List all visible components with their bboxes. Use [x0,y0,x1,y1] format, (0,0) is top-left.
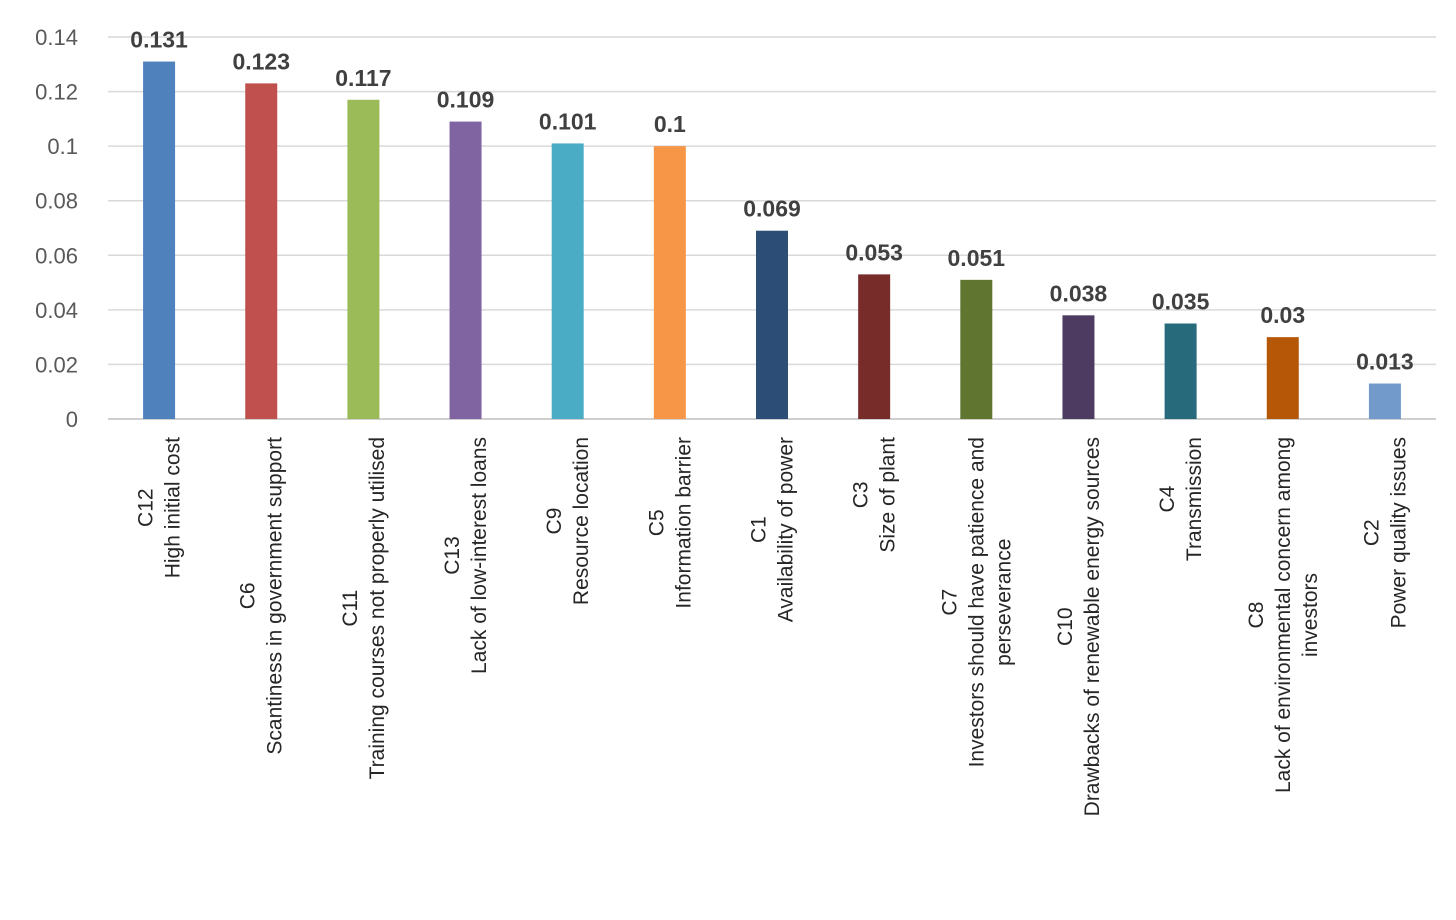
bar-c9 [551,143,584,419]
bar-c7 [960,279,993,419]
y-tick-label: 0.02 [35,352,78,377]
category-label-line: C4 [1156,485,1179,512]
y-tick-label: 0.08 [35,189,78,214]
y-tick-label: 0.04 [35,298,78,323]
category-label-line: C13 [441,536,464,575]
category-label-line: Power quality issues [1387,437,1410,628]
bar-c8 [1266,337,1299,419]
category-label-c5: C5 Information barrier [645,437,695,609]
category-label-line: C3 [850,481,873,508]
category-label-line: C6 [237,582,260,609]
category-label-c1: C1 Availability of power [748,437,798,622]
y-tick-label: 0.1 [47,134,78,159]
bar-c2 [1368,383,1401,419]
category-label-c4: C4 Transmission [1156,437,1206,561]
category-label-line: C5 [645,509,668,536]
data-label-c4: 0.035 [1152,289,1210,315]
y-tick-label: 0.06 [35,243,78,268]
data-label-c1: 0.069 [743,196,801,222]
category-label-line: C7 [938,589,961,616]
category-label-line: investors [1299,573,1322,657]
bar-c5 [653,146,686,419]
category-label-c10: C10 Drawbacks of renewable energy sources [1054,437,1104,816]
bar-c6 [245,83,278,419]
category-label-line: Scantiness in government support [264,437,287,755]
category-label-line: Size of plant [877,437,900,553]
category-label-line: C1 [748,516,771,543]
bar-c4 [1164,323,1197,419]
category-label-line: Lack of environmental concern among [1272,437,1295,793]
category-label-line: Availability of power [775,437,798,622]
category-label-c11: C11 Training courses not properly utilise… [339,437,389,779]
category-label-line: C10 [1054,607,1077,646]
data-label-c3: 0.053 [845,239,903,265]
data-label-c13: 0.109 [437,87,495,113]
bar-c3 [858,274,891,419]
data-label-c7: 0.051 [948,245,1006,271]
bar-c13 [449,121,482,419]
y-tick-label: 0.14 [35,25,78,50]
category-label-line: Transmission [1183,437,1206,561]
category-label-c3: C3 Size of plant [850,437,900,553]
data-labels: 0.131 0.123 0.117 0.109 0.101 0.1 0.069 0.053 0.… [130,27,1413,375]
bar-c11 [347,99,380,419]
data-label-c10: 0.038 [1050,280,1108,306]
category-label-c9: C9 Resource location [543,437,593,605]
category-label-c6: C6 Scantiness in government support [237,437,287,755]
bars [143,61,1401,420]
category-label-line: High initial cost [162,437,185,578]
category-label-line: Information barrier [672,437,695,609]
y-tick-label: 0.12 [35,80,78,105]
category-label-line: C12 [135,488,158,527]
category-label-line: perseverance [992,539,1015,666]
data-label-c12: 0.131 [130,27,188,53]
category-label-line: Resource location [570,437,593,605]
category-label-c12: C12 High initial cost [135,437,185,578]
data-label-c11: 0.117 [335,65,391,91]
data-label-c6: 0.123 [232,48,290,74]
category-labels: C12 High initial cost C6 Scantiness in gove… [135,437,1411,816]
category-label-line: Training courses not properly utilised [366,437,389,779]
category-label-line: C11 [339,590,362,627]
category-label-line: C2 [1360,519,1383,546]
y-axis-ticks: 0 0.02 0.04 0.06 0.08 0.1 0.12 0.14 [35,25,78,432]
category-label-line: Lack of low-interest loans [468,437,491,674]
category-label-c7: C7 Investors should have patience and pers… [938,437,1015,767]
category-label-line: C8 [1245,602,1268,629]
bar-c1 [756,230,788,419]
category-label-c2: C2 Power quality issues [1360,437,1410,628]
y-tick-label: 0 [66,407,78,432]
bar-c10 [1062,315,1095,419]
data-label-c9: 0.101 [539,108,597,134]
category-label-line: Investors should have patience and [965,437,988,767]
category-label-c13: C13 Lack of low-interest loans [441,437,491,674]
category-label-line: Drawbacks of renewable energy sources [1081,437,1104,816]
data-label-c2: 0.013 [1356,349,1414,375]
category-label-c8: C8 Lack of environmental concern among inv… [1245,437,1322,793]
data-label-c8: 0.03 [1260,302,1305,328]
data-label-c5: 0.1 [654,111,686,137]
category-label-line: C9 [543,508,566,535]
bar-c12 [143,61,176,420]
